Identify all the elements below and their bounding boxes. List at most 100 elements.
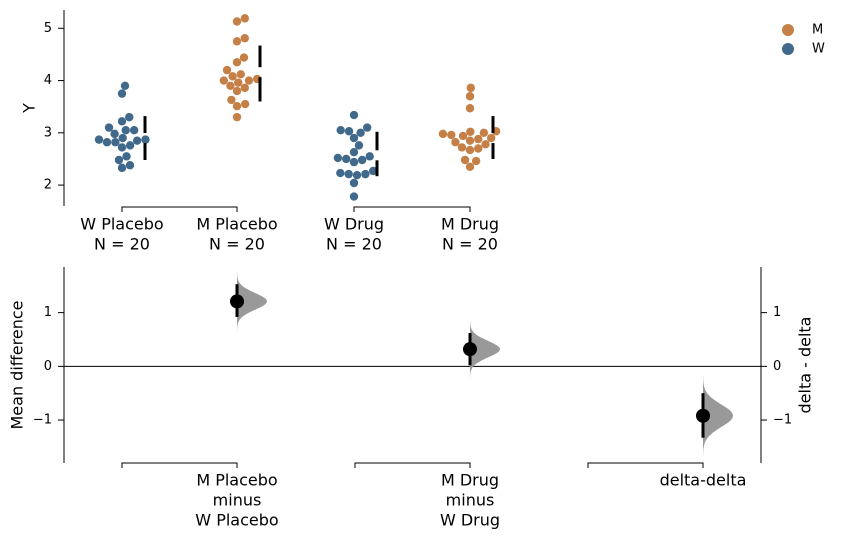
data-point <box>349 192 359 201</box>
data-point <box>117 143 127 152</box>
data-point <box>141 135 150 144</box>
data-point <box>447 130 456 140</box>
data-point <box>336 126 345 135</box>
data-point <box>132 136 142 145</box>
data-point <box>471 156 481 166</box>
legend-marker <box>782 24 794 36</box>
data-point <box>349 178 359 188</box>
data-point <box>354 141 364 150</box>
x-tick-label: W Placebo <box>195 511 278 530</box>
bootstrap-distribution <box>237 271 267 332</box>
data-point <box>232 101 242 111</box>
data-point <box>458 131 468 141</box>
x-tick-label: N = 20 <box>326 235 382 254</box>
data-point <box>114 155 124 165</box>
y-tick-label: 0 <box>773 359 781 374</box>
data-point <box>129 126 139 135</box>
x-tick-label: W Placebo <box>80 215 163 234</box>
y-tick-label: 1 <box>44 305 52 320</box>
data-point <box>457 143 467 152</box>
data-point <box>465 145 475 155</box>
x-tick-label: W Drug <box>324 215 384 234</box>
x-tick-label: N = 20 <box>442 235 498 254</box>
x-tick-label: minus <box>213 491 262 510</box>
data-point <box>234 78 243 87</box>
data-point <box>465 136 475 145</box>
data-point <box>357 155 367 165</box>
data-point <box>336 168 345 178</box>
y-tick-label: 5 <box>44 21 52 36</box>
data-point <box>232 112 242 122</box>
x-tick-label: M Drug <box>441 215 499 234</box>
data-point <box>466 83 476 93</box>
data-point <box>341 154 351 164</box>
x-tick-label: M Placebo <box>196 471 277 490</box>
data-point <box>356 128 365 138</box>
group-bracket <box>121 206 238 212</box>
data-point <box>244 76 254 85</box>
data-point <box>117 163 127 173</box>
data-point <box>349 157 359 167</box>
y-tick-label: −1 <box>33 413 52 428</box>
contrast-bracket <box>587 462 704 468</box>
data-point <box>466 127 475 136</box>
legend-label: M <box>812 23 823 38</box>
data-point <box>333 153 343 163</box>
data-point <box>121 126 130 135</box>
group-bracket <box>353 206 471 212</box>
data-point <box>228 72 237 81</box>
x-tick-label: N = 20 <box>209 235 265 254</box>
data-point <box>465 162 475 171</box>
data-point <box>352 170 362 180</box>
y-axis-label: Mean difference <box>8 301 27 430</box>
data-point <box>120 81 130 90</box>
data-point <box>125 141 135 150</box>
data-point <box>125 161 135 170</box>
y-tick-label: 3 <box>44 125 52 140</box>
data-point <box>240 83 250 93</box>
data-point <box>349 110 359 120</box>
data-point <box>227 95 236 105</box>
data-point <box>240 99 250 109</box>
y-tick-label: 4 <box>44 73 52 88</box>
y-tick-label: 2 <box>44 178 52 193</box>
data-point <box>125 112 134 122</box>
data-point <box>361 169 370 179</box>
data-point <box>110 129 119 139</box>
data-point <box>344 127 354 136</box>
data-point <box>104 123 114 132</box>
data-point <box>232 86 242 96</box>
data-point <box>240 14 250 23</box>
y-axis-label: Y <box>20 103 39 114</box>
data-point <box>232 37 242 46</box>
data-point <box>118 133 127 143</box>
data-point <box>232 58 242 67</box>
bootstrap-distribution <box>703 374 733 457</box>
data-point <box>219 76 229 85</box>
x-tick-label: W Drug <box>440 511 500 530</box>
data-point <box>368 166 378 176</box>
data-point <box>222 65 232 75</box>
data-point <box>474 134 483 144</box>
data-point <box>465 92 475 101</box>
data-point <box>451 138 460 147</box>
data-point <box>349 133 359 143</box>
contrast-bracket <box>121 462 238 468</box>
data-point <box>236 70 245 79</box>
data-point <box>481 140 490 149</box>
data-point <box>239 53 249 62</box>
data-point <box>344 169 353 179</box>
data-point <box>232 17 242 26</box>
data-point <box>474 144 483 153</box>
y2-axis-label: delta - delta <box>796 317 815 414</box>
contrast-bracket <box>354 462 471 468</box>
data-point <box>94 135 104 144</box>
x-tick-label: minus <box>446 491 495 510</box>
data-point <box>111 138 120 147</box>
data-point <box>117 89 127 98</box>
data-point <box>486 133 496 143</box>
y-tick-label: 0 <box>44 359 52 374</box>
data-point <box>349 147 359 157</box>
data-point <box>438 129 448 139</box>
mean-difference <box>696 408 710 423</box>
